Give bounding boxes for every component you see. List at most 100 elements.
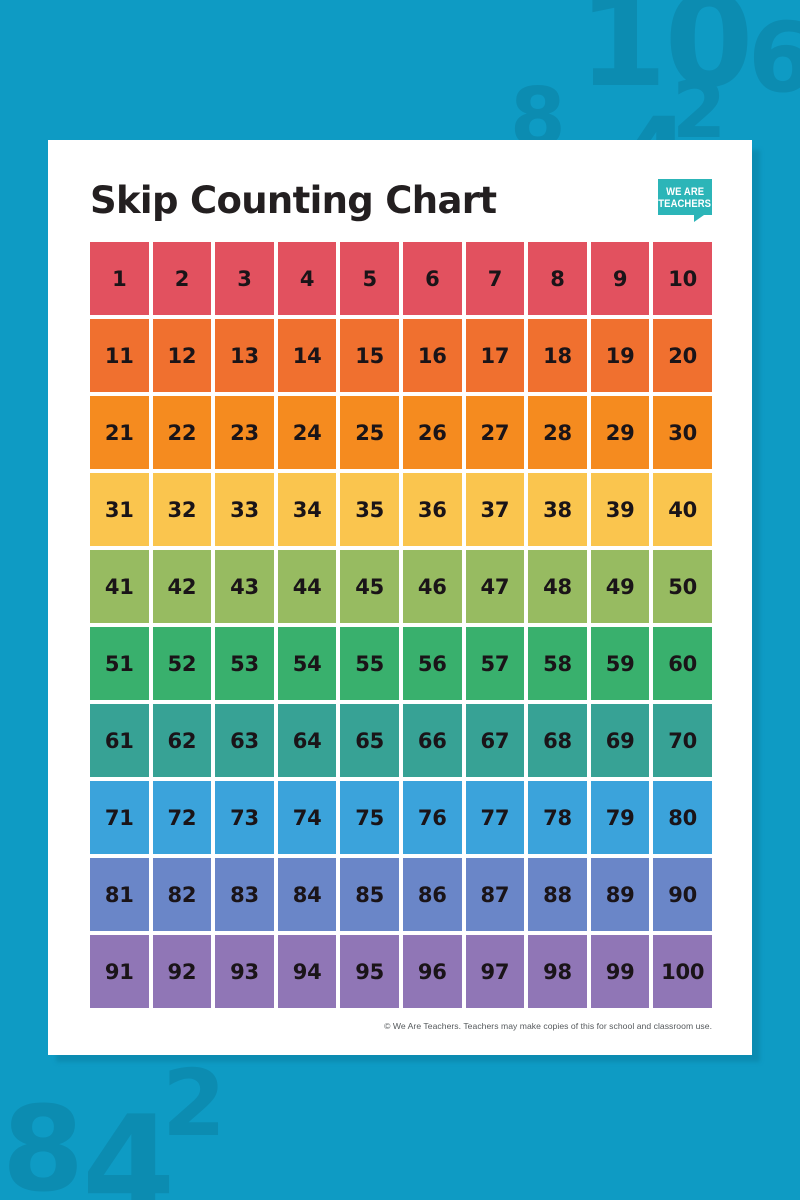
number-cell-19: 19 — [590, 319, 650, 392]
number-cell-67: 67 — [465, 704, 525, 777]
number-cell-34: 34 — [277, 473, 337, 546]
number-cell-25: 25 — [340, 396, 399, 469]
number-cell-42: 42 — [152, 550, 212, 623]
number-cell-96: 96 — [402, 935, 462, 1008]
number-cell-33: 33 — [215, 473, 274, 546]
number-cell-29: 29 — [590, 396, 650, 469]
number-cell-40: 40 — [653, 473, 712, 546]
number-cell-63: 63 — [215, 704, 274, 777]
logo-tail-icon — [694, 215, 704, 222]
number-cell-53: 53 — [215, 627, 274, 700]
number-cell-80: 80 — [653, 781, 712, 854]
number-cell-41: 41 — [90, 550, 149, 623]
number-cell-65: 65 — [340, 704, 399, 777]
number-cell-93: 93 — [215, 935, 274, 1008]
number-cell-54: 54 — [277, 627, 337, 700]
number-cell-26: 26 — [402, 396, 462, 469]
number-cell-37: 37 — [465, 473, 525, 546]
number-cell-23: 23 — [215, 396, 274, 469]
number-cell-95: 95 — [340, 935, 399, 1008]
number-cell-44: 44 — [277, 550, 337, 623]
number-cell-8: 8 — [528, 242, 587, 315]
number-cell-30: 30 — [653, 396, 712, 469]
number-cell-88: 88 — [528, 858, 587, 931]
number-cell-55: 55 — [340, 627, 399, 700]
number-cell-100: 100 — [653, 935, 712, 1008]
logo-bubble: WE ARE TEACHERS — [658, 179, 712, 215]
decor-number-10: 10 — [578, 0, 754, 116]
number-cell-7: 7 — [465, 242, 525, 315]
number-cell-10: 10 — [653, 242, 712, 315]
number-cell-79: 79 — [590, 781, 650, 854]
number-cell-82: 82 — [152, 858, 212, 931]
decor-number-6: 6 — [748, 2, 800, 114]
number-cell-68: 68 — [528, 704, 587, 777]
number-cell-22: 22 — [152, 396, 212, 469]
number-cell-3: 3 — [215, 242, 274, 315]
number-cell-59: 59 — [590, 627, 650, 700]
number-cell-97: 97 — [465, 935, 525, 1008]
number-cell-56: 56 — [402, 627, 462, 700]
number-cell-64: 64 — [277, 704, 337, 777]
copyright-footer: © We Are Teachers. Teachers may make cop… — [384, 1021, 712, 1031]
number-cell-92: 92 — [152, 935, 212, 1008]
decor-number-2-top: 2 — [672, 66, 726, 156]
number-cell-36: 36 — [402, 473, 462, 546]
number-cell-2: 2 — [152, 242, 212, 315]
number-cell-73: 73 — [215, 781, 274, 854]
number-cell-43: 43 — [215, 550, 274, 623]
number-cell-76: 76 — [402, 781, 462, 854]
number-cell-57: 57 — [465, 627, 525, 700]
number-cell-77: 77 — [465, 781, 525, 854]
page-title: Skip Counting Chart — [90, 178, 497, 222]
number-cell-14: 14 — [277, 319, 337, 392]
number-cell-45: 45 — [340, 550, 399, 623]
logo-line-1: WE ARE — [665, 185, 705, 198]
number-cell-5: 5 — [340, 242, 399, 315]
number-cell-89: 89 — [590, 858, 650, 931]
number-cell-47: 47 — [465, 550, 525, 623]
number-cell-49: 49 — [590, 550, 650, 623]
number-cell-51: 51 — [90, 627, 149, 700]
number-cell-62: 62 — [152, 704, 212, 777]
number-cell-17: 17 — [465, 319, 525, 392]
number-cell-90: 90 — [653, 858, 712, 931]
number-cell-16: 16 — [402, 319, 462, 392]
we-are-teachers-logo[interactable]: WE ARE TEACHERS — [658, 179, 712, 222]
number-cell-39: 39 — [590, 473, 650, 546]
number-cell-83: 83 — [215, 858, 274, 931]
number-cell-69: 69 — [590, 704, 650, 777]
number-cell-9: 9 — [590, 242, 650, 315]
number-cell-12: 12 — [152, 319, 212, 392]
number-cell-32: 32 — [152, 473, 212, 546]
number-cell-24: 24 — [277, 396, 337, 469]
number-cell-85: 85 — [340, 858, 399, 931]
decor-number-2-bottom: 2 — [162, 1050, 226, 1157]
number-cell-99: 99 — [590, 935, 650, 1008]
number-cell-81: 81 — [90, 858, 149, 931]
number-cell-11: 11 — [90, 319, 149, 392]
number-cell-50: 50 — [653, 550, 712, 623]
number-cell-91: 91 — [90, 935, 149, 1008]
number-cell-1: 1 — [90, 242, 149, 315]
number-cell-31: 31 — [90, 473, 149, 546]
number-cell-46: 46 — [402, 550, 462, 623]
number-cell-13: 13 — [215, 319, 274, 392]
number-cell-21: 21 — [90, 396, 149, 469]
number-cell-74: 74 — [277, 781, 337, 854]
card-header: Skip Counting Chart WE ARE TEACHERS — [90, 168, 712, 232]
number-cell-52: 52 — [152, 627, 212, 700]
number-cell-48: 48 — [528, 550, 587, 623]
decor-number-4-bottom: 4 — [82, 1087, 175, 1200]
number-cell-38: 38 — [528, 473, 587, 546]
number-cell-18: 18 — [528, 319, 587, 392]
number-cell-20: 20 — [653, 319, 712, 392]
number-cell-98: 98 — [528, 935, 587, 1008]
number-cell-35: 35 — [340, 473, 399, 546]
decor-number-8-bottom: 8 — [2, 1080, 84, 1200]
number-cell-6: 6 — [402, 242, 462, 315]
number-cell-61: 61 — [90, 704, 149, 777]
number-cell-27: 27 — [465, 396, 525, 469]
number-cell-75: 75 — [340, 781, 399, 854]
